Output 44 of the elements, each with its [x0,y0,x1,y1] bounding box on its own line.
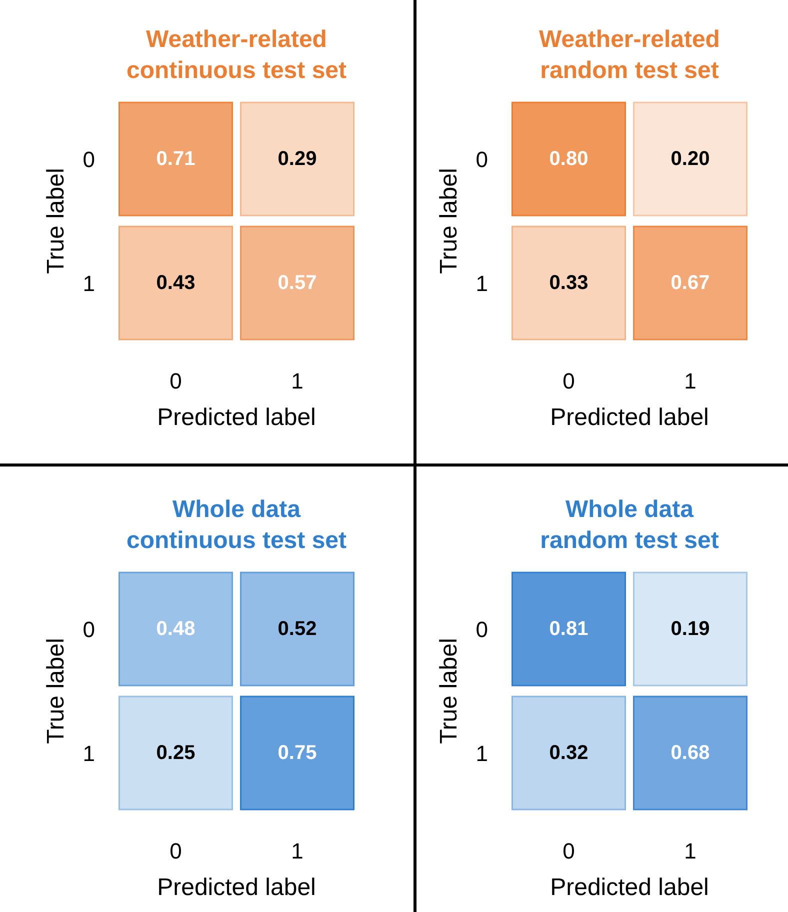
x-tick-label: 0 [170,368,182,394]
data-label: 0.68 [670,742,710,764]
y-axis-title: True label [436,168,463,274]
y-tick-label: 0 [476,146,488,172]
x-axis-title: Predicted label [157,404,316,431]
data-label: 0.25 [156,742,196,764]
data-label: 0.67 [670,272,710,294]
data-label: 0.20 [670,148,710,170]
y-axis-title: True label [42,638,70,744]
y-tick-label: 0 [82,616,95,642]
data-label: 0.29 [278,148,317,170]
data-label: 0.48 [156,618,196,640]
y-axis-title: True label [42,168,70,274]
chart-title: Whole data continuous test set [125,495,348,556]
chart-title: Whole data random test set [539,495,720,556]
data-label: 0.43 [156,272,196,294]
y-axis-title: True label [436,638,463,744]
y-tick-label: 1 [476,270,488,296]
data-label: 0.32 [549,742,588,764]
y-tick-label: 1 [82,740,95,766]
x-tick-label: 1 [684,838,696,864]
y-tick-label: 0 [476,616,488,642]
data-label: 0.71 [156,148,196,170]
x-axis-title: Predicted label [157,874,316,901]
data-label: 0.75 [278,742,317,764]
x-tick-label: 1 [291,368,304,394]
chart-title: Weather-related random test set [538,25,721,86]
x-tick-label: 1 [684,368,696,394]
y-tick-label: 1 [82,270,95,296]
data-label: 0.57 [278,272,317,294]
data-label: 0.80 [549,148,588,170]
data-label: 0.19 [670,618,710,640]
x-axis-title: Predicted label [550,874,709,901]
x-tick-label: 1 [291,838,304,864]
data-label: 0.81 [549,618,588,640]
chart-title: Weather-related continuous test set [125,25,348,86]
x-axis-title: Predicted label [550,404,709,431]
x-tick-label: 0 [170,838,182,864]
x-tick-label: 0 [562,838,575,864]
y-tick-label: 0 [82,146,95,172]
x-tick-label: 0 [562,368,575,394]
data-label: 0.52 [278,618,317,640]
data-label: 0.33 [549,272,588,294]
y-tick-label: 1 [476,740,488,766]
